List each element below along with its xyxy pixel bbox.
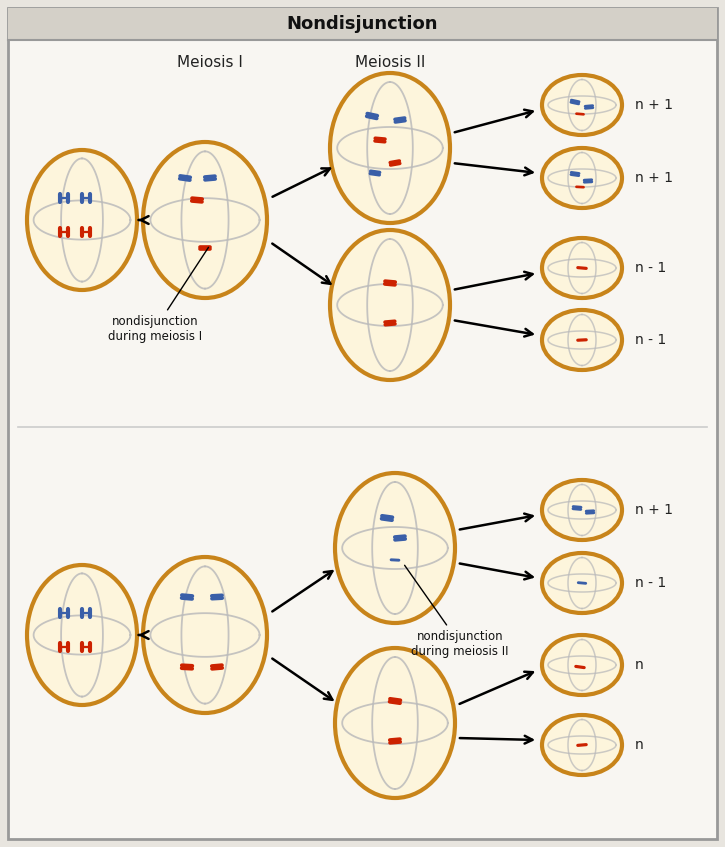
Ellipse shape: [27, 150, 137, 290]
Text: Meiosis I: Meiosis I: [177, 54, 243, 69]
Text: n + 1: n + 1: [635, 503, 673, 517]
Text: n + 1: n + 1: [635, 98, 673, 112]
Ellipse shape: [542, 148, 622, 208]
Text: nondisjunction
during meiosis II: nondisjunction during meiosis II: [405, 565, 509, 658]
Ellipse shape: [542, 553, 622, 613]
Ellipse shape: [542, 715, 622, 775]
Text: n + 1: n + 1: [635, 171, 673, 185]
Ellipse shape: [542, 238, 622, 298]
Ellipse shape: [542, 480, 622, 540]
Ellipse shape: [542, 75, 622, 135]
Ellipse shape: [335, 648, 455, 798]
Ellipse shape: [330, 73, 450, 223]
Text: nondisjunction
during meiosis I: nondisjunction during meiosis I: [108, 247, 209, 343]
Text: n: n: [635, 658, 644, 672]
Ellipse shape: [143, 557, 267, 713]
Text: Nondisjunction: Nondisjunction: [286, 15, 438, 33]
Ellipse shape: [143, 142, 267, 298]
Ellipse shape: [335, 473, 455, 623]
FancyBboxPatch shape: [8, 8, 717, 839]
Text: n: n: [635, 738, 644, 752]
Text: n - 1: n - 1: [635, 333, 666, 347]
Ellipse shape: [542, 310, 622, 370]
Text: n - 1: n - 1: [635, 261, 666, 275]
Ellipse shape: [27, 565, 137, 705]
Ellipse shape: [542, 635, 622, 695]
Text: Meiosis II: Meiosis II: [355, 54, 425, 69]
Bar: [8, 8, 717, 40]
Ellipse shape: [330, 230, 450, 380]
Text: n - 1: n - 1: [635, 576, 666, 590]
